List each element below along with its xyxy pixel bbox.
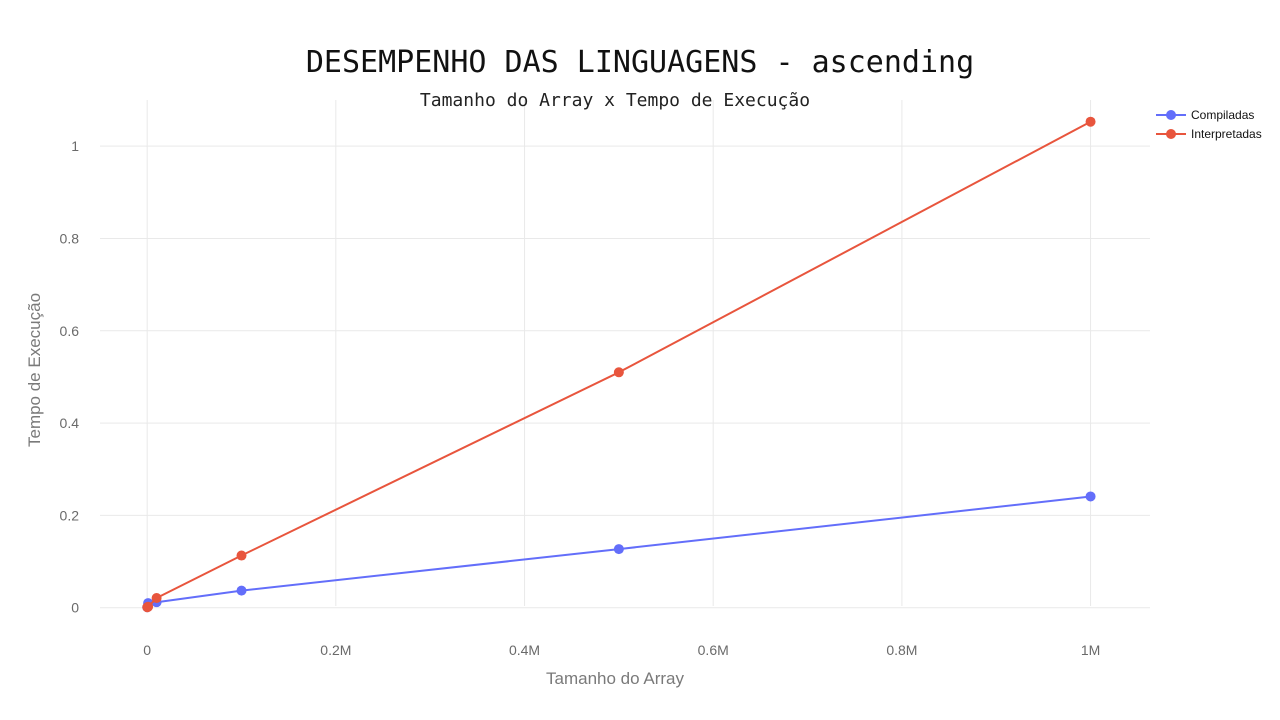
y-tick-label: 0.2 [60, 507, 80, 523]
legend-item-interpretadas[interactable]: Interpretadas [1156, 127, 1262, 141]
data-point-interpretadas[interactable] [613, 367, 624, 378]
legend-marker-interpretadas [1166, 129, 1176, 139]
legend-marker-compiladas [1166, 110, 1176, 120]
legend: Compiladas Interpretadas [1156, 108, 1262, 141]
y-tick-label: 0.6 [60, 323, 80, 339]
data-point-interpretadas[interactable] [143, 601, 154, 612]
y-tick-label: 0.4 [60, 415, 80, 431]
data-point-compiladas[interactable] [1085, 491, 1096, 502]
y-tick-label: 1 [71, 138, 79, 154]
x-tick-label: 0.6M [698, 642, 729, 658]
x-axis-label: Tamanho do Array [546, 669, 684, 688]
data-point-interpretadas[interactable] [1085, 116, 1096, 127]
x-tick-label: 0.8M [886, 642, 917, 658]
legend-label-interpretadas: Interpretadas [1191, 127, 1262, 141]
chart-title: DESEMPENHO DAS LINGUAGENS - ascending [306, 45, 974, 80]
x-tick-label: 0.2M [320, 642, 351, 658]
x-tick-label: 1M [1081, 642, 1100, 658]
data-point-compiladas[interactable] [613, 544, 624, 555]
series-layer [142, 116, 1096, 613]
data-point-compiladas[interactable] [236, 585, 247, 596]
data-point-interpretadas[interactable] [151, 593, 162, 603]
data-point-interpretadas[interactable] [236, 550, 247, 561]
x-tick-label: 0 [143, 642, 151, 658]
legend-item-compiladas[interactable]: Compiladas [1156, 108, 1254, 122]
tick-labels: 0 0.2 0.4 0.6 0.8 1 0 0.2M 0.4M 0.6M 0.8M 1M [60, 138, 1101, 658]
grid [100, 100, 1150, 609]
legend-label-compiladas: Compiladas [1191, 108, 1254, 122]
y-axis-label: Tempo de Execução [25, 293, 44, 447]
x-tick-label: 0.4M [509, 642, 540, 658]
y-tick-label: 0 [71, 600, 79, 616]
chart-subtitle: Tamanho do Array x Tempo de Execução [420, 90, 810, 111]
y-tick-label: 0.8 [60, 230, 80, 246]
